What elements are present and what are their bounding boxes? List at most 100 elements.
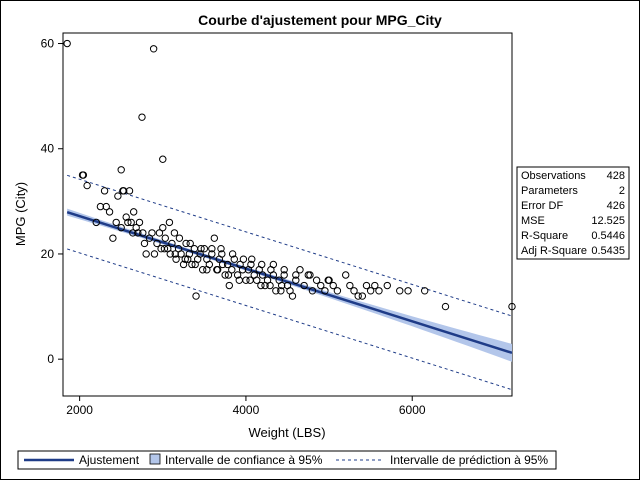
data-point	[358, 292, 367, 300]
data-point	[166, 250, 174, 258]
data-point	[248, 255, 256, 263]
data-point	[230, 255, 238, 263]
data-point	[317, 281, 325, 290]
data-point	[346, 281, 354, 290]
data-point	[324, 276, 332, 284]
x-tick-label: 4000	[233, 403, 260, 417]
data-point	[221, 271, 229, 279]
data-point	[308, 287, 317, 295]
data-point	[312, 276, 321, 284]
data-point	[129, 229, 137, 237]
data-point	[210, 234, 219, 242]
data-point	[277, 281, 286, 290]
data-point	[159, 223, 167, 232]
x-tick-label: 2000	[66, 403, 93, 417]
data-point	[350, 287, 358, 295]
data-point	[117, 166, 125, 174]
stat-label: R-Square	[521, 230, 568, 242]
confidence-band	[67, 208, 512, 362]
data-point	[175, 234, 184, 242]
data-point	[371, 281, 379, 290]
stat-label: Observations	[521, 170, 586, 182]
data-point	[124, 218, 132, 227]
data-point	[383, 281, 391, 290]
data-point	[288, 292, 297, 300]
data-point	[333, 287, 342, 295]
x-axis-label: Weight (LBS)	[248, 425, 325, 440]
data-point	[258, 271, 267, 279]
scatter-points	[63, 39, 516, 311]
data-point	[269, 271, 278, 279]
data-point	[258, 260, 266, 269]
data-point	[362, 281, 371, 290]
data-point	[321, 287, 329, 295]
data-point	[119, 187, 127, 195]
data-point	[266, 281, 274, 290]
stat-value: 2	[619, 185, 625, 197]
data-point	[155, 229, 164, 237]
data-point	[114, 192, 122, 200]
stat-label: Adj R-Square	[521, 245, 587, 257]
legend-prediction-label: Intervalle de prédiction à 95%	[390, 453, 548, 467]
data-point	[135, 218, 144, 227]
data-point	[246, 276, 254, 284]
data-point	[224, 271, 233, 279]
y-tick-label: 20	[41, 247, 55, 261]
data-point	[300, 281, 308, 290]
x-tick-label: 6000	[399, 403, 426, 417]
data-point	[208, 244, 216, 253]
data-point	[83, 181, 91, 190]
data-point	[160, 244, 169, 253]
data-point	[109, 234, 117, 242]
data-point	[79, 171, 88, 179]
data-point	[134, 229, 142, 237]
data-point	[127, 218, 135, 227]
data-point	[153, 239, 161, 248]
stat-label: Error DF	[521, 200, 563, 212]
data-point	[296, 266, 304, 274]
data-point	[217, 244, 225, 253]
data-point	[185, 250, 194, 258]
data-point	[186, 239, 194, 248]
data-point	[342, 271, 350, 279]
stats-table-box	[516, 166, 630, 260]
data-point	[247, 260, 255, 269]
stat-value: 428	[607, 170, 625, 182]
data-point	[148, 229, 156, 237]
data-point	[181, 255, 189, 263]
data-point	[165, 218, 174, 227]
data-point	[198, 266, 207, 274]
data-point	[139, 229, 147, 237]
y-tick-label: 60	[41, 37, 55, 51]
y-tick-label: 40	[41, 142, 55, 156]
data-point	[292, 271, 300, 279]
data-point	[188, 260, 196, 269]
data-point	[92, 218, 100, 227]
data-point	[218, 250, 226, 258]
data-point	[100, 187, 109, 195]
data-point	[218, 260, 227, 269]
stat-value: 0.5446	[591, 230, 625, 242]
data-point	[292, 276, 300, 284]
data-point	[196, 250, 204, 258]
data-point	[150, 250, 159, 258]
data-point	[112, 218, 120, 227]
data-point	[170, 229, 179, 237]
legend: Ajustement Intervalle de confiance à 95%…	[17, 450, 557, 470]
data-point	[396, 287, 404, 295]
data-point	[102, 202, 110, 211]
legend-confidence-label: Intervalle de confiance à 95%	[165, 453, 323, 467]
data-point	[238, 266, 247, 274]
chart-title: Courbe d'ajustement pour MPG_City	[198, 12, 442, 28]
data-point	[168, 239, 176, 248]
data-point	[182, 239, 190, 248]
data-point	[441, 302, 450, 311]
data-point	[233, 271, 242, 279]
data-point	[235, 276, 243, 284]
data-point	[223, 260, 232, 269]
data-point	[239, 255, 248, 263]
data-point	[329, 281, 337, 290]
data-point	[404, 287, 412, 295]
y-tick-label: 0	[47, 352, 54, 366]
stats-table: Observations 428 Parameters 2 Error DF 426 MSE…	[516, 166, 630, 260]
